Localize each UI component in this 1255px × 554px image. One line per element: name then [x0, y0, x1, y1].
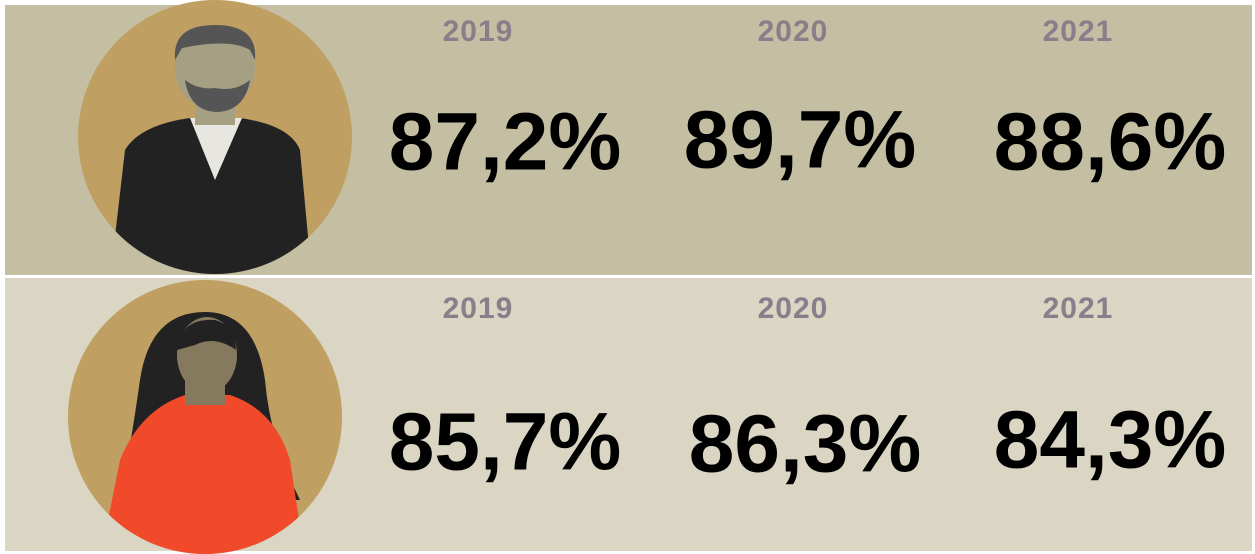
percentage: 89,7% — [684, 95, 917, 186]
year: 2021 — [1043, 292, 1114, 325]
percentage: 85,7% — [389, 397, 622, 488]
year: 2020 — [758, 15, 829, 48]
male-avatar — [78, 0, 352, 274]
percentage: 86,3% — [689, 399, 922, 490]
female-avatar — [68, 280, 342, 554]
percentage: 87,2% — [389, 97, 622, 188]
year: 2021 — [1043, 15, 1114, 48]
percentage: 84,3% — [994, 395, 1227, 486]
year: 2019 — [443, 15, 514, 48]
row-1: 2019 2020 2021 85,7% 86,3% 84,3% — [389, 292, 1227, 490]
year: 2020 — [758, 292, 829, 325]
year: 2019 — [443, 292, 514, 325]
row-0: 2019 2020 2021 87,2% 89,7% 88,6% — [389, 15, 1227, 188]
percentage: 88,6% — [994, 97, 1227, 188]
